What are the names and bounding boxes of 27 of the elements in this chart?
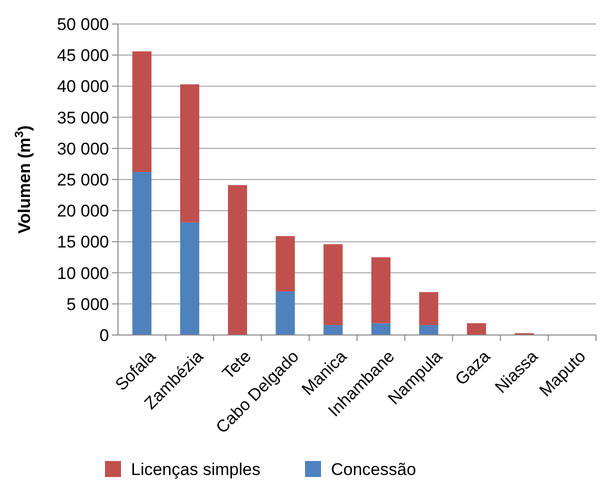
bar xyxy=(180,84,200,222)
y-tick-label: 40 000 xyxy=(57,77,109,96)
bar xyxy=(371,323,390,335)
y-tick-label: 50 000 xyxy=(57,14,109,34)
y-tick-label: 45 000 xyxy=(57,46,109,66)
bar xyxy=(228,185,248,335)
bar xyxy=(419,325,438,335)
legend-label: Licenças simples xyxy=(131,460,260,479)
bar xyxy=(132,172,152,335)
y-tick-label: 10 000 xyxy=(57,264,109,283)
y-tick-label: 20 000 xyxy=(57,202,109,221)
bar xyxy=(466,323,486,335)
y-tick-label: 30 000 xyxy=(57,139,109,158)
bar xyxy=(324,325,343,335)
bar xyxy=(180,222,200,335)
y-tick-label: 5 000 xyxy=(66,294,109,314)
y-tick-label: 0 xyxy=(100,326,109,345)
bar xyxy=(276,291,295,335)
y-tick-label: 35 000 xyxy=(57,108,109,128)
y-tick-label: 15 000 xyxy=(57,232,109,252)
bar xyxy=(324,244,343,326)
legend-label: Concessão xyxy=(331,460,416,479)
bar xyxy=(132,51,152,172)
y-tick-label: 25 000 xyxy=(57,170,109,190)
bar xyxy=(419,292,438,326)
bar xyxy=(276,236,295,292)
bar xyxy=(371,257,390,324)
